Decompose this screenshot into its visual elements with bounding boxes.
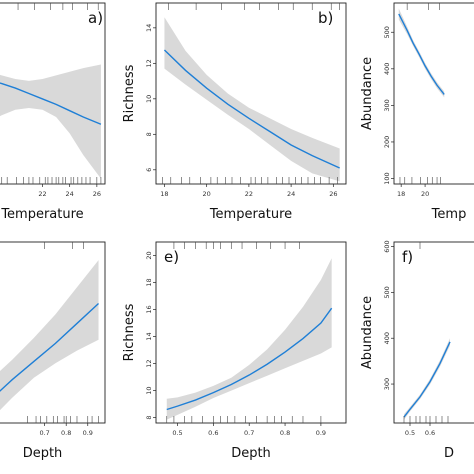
y-tick-label: 6 <box>145 168 153 172</box>
panel-6: 0.5 0.6 300 400 500 600 D Abundance f) <box>360 240 474 461</box>
panel-label: b) <box>318 9 333 27</box>
confidence-band <box>0 260 99 411</box>
fitted-line <box>0 82 102 125</box>
y-tick-label: 8 <box>145 416 153 420</box>
y-tick-label: 600 <box>383 240 391 252</box>
x-axis-title: Temperature <box>0 207 83 222</box>
y-tick-label: 400 <box>383 332 391 344</box>
panel-label: a) <box>88 9 103 27</box>
y-tick-label: 100 <box>383 172 391 184</box>
x-tick-label: 24 <box>287 190 295 198</box>
x-tick-label: 0.8 <box>61 429 71 437</box>
panel-2: 18 20 22 24 26 6 8 10 12 14 Temperature Richness b) <box>122 2 347 222</box>
x-axis-title: Temp <box>431 207 467 222</box>
x-tick-label: 18 <box>160 190 168 198</box>
fitted-line <box>163 49 340 169</box>
x-tick-label: 20 <box>203 190 211 198</box>
confidence-band <box>166 258 332 420</box>
panel-label: f) <box>402 248 413 266</box>
y-tick-label: 12 <box>145 359 153 367</box>
x-tick-label: 0.7 <box>244 429 254 437</box>
x-tick-label: 22 <box>245 190 253 198</box>
x-axis-title: Temperature <box>209 207 292 222</box>
y-tick-label: 12 <box>145 59 153 67</box>
plot-frame <box>155 241 347 424</box>
x-tick-label: 0.7 <box>39 429 49 437</box>
x-axis-title: Depth <box>231 446 271 461</box>
y-tick-label: 14 <box>145 24 153 32</box>
panel-4: 0.7 0.8 0.9 Depth <box>0 241 106 461</box>
y-axis-title: Richness <box>122 64 137 122</box>
y-tick-label: 400 <box>383 63 391 75</box>
y-axis-title: Abundance <box>360 57 375 130</box>
x-tick-label: 0.9 <box>83 429 93 437</box>
y-tick-label: 500 <box>383 286 391 298</box>
x-tick-label: 26 <box>93 190 101 198</box>
confidence-band <box>164 17 340 182</box>
x-tick-label: 20 <box>421 190 429 198</box>
fitted-line <box>0 303 100 392</box>
fitted-line <box>403 341 451 418</box>
x-axis-title: Depth <box>23 446 63 461</box>
panel-1: 22 24 26 Temperature a) <box>0 2 106 222</box>
plot-frame <box>393 2 474 185</box>
fitted-line <box>166 307 333 411</box>
x-tick-label: 26 <box>329 190 337 198</box>
y-tick-label: 200 <box>383 136 391 148</box>
y-tick-label: 8 <box>145 132 153 136</box>
y-tick-label: 300 <box>383 378 391 390</box>
y-tick-label: 16 <box>145 305 153 313</box>
y-axis-title: Richness <box>122 303 137 361</box>
x-tick-label: 0.5 <box>405 429 415 437</box>
x-axis-title: D <box>444 446 454 461</box>
panel-3: 18 20 100 200 300 400 500 Temp Abundance <box>360 2 474 222</box>
confidence-band <box>0 64 101 179</box>
fitted-line <box>398 13 445 95</box>
x-tick-label: 0.6 <box>425 429 435 437</box>
y-tick-label: 10 <box>145 386 153 394</box>
y-axis-title: Abundance <box>360 296 375 369</box>
panel-5: 0.5 0.6 0.7 0.8 0.9 8 10 12 14 16 18 20 Depth Richnes… <box>122 241 347 461</box>
y-tick-label: 300 <box>383 99 391 111</box>
x-tick-label: 18 <box>397 190 405 198</box>
x-tick-label: 24 <box>66 190 74 198</box>
y-tick-label: 10 <box>145 95 153 103</box>
x-tick-label: 0.5 <box>172 429 182 437</box>
y-tick-label: 500 <box>383 26 391 38</box>
plot-frame <box>0 241 106 424</box>
y-tick-label: 20 <box>145 251 153 259</box>
plot-frame <box>393 241 474 424</box>
x-tick-label: 0.6 <box>208 429 218 437</box>
x-tick-label: 22 <box>38 190 46 198</box>
x-tick-label: 0.9 <box>316 429 326 437</box>
panel-label: e) <box>164 248 179 266</box>
confidence-band <box>398 8 445 98</box>
y-tick-label: 18 <box>145 278 153 286</box>
y-tick-label: 14 <box>145 332 153 340</box>
x-tick-label: 0.8 <box>280 429 290 437</box>
